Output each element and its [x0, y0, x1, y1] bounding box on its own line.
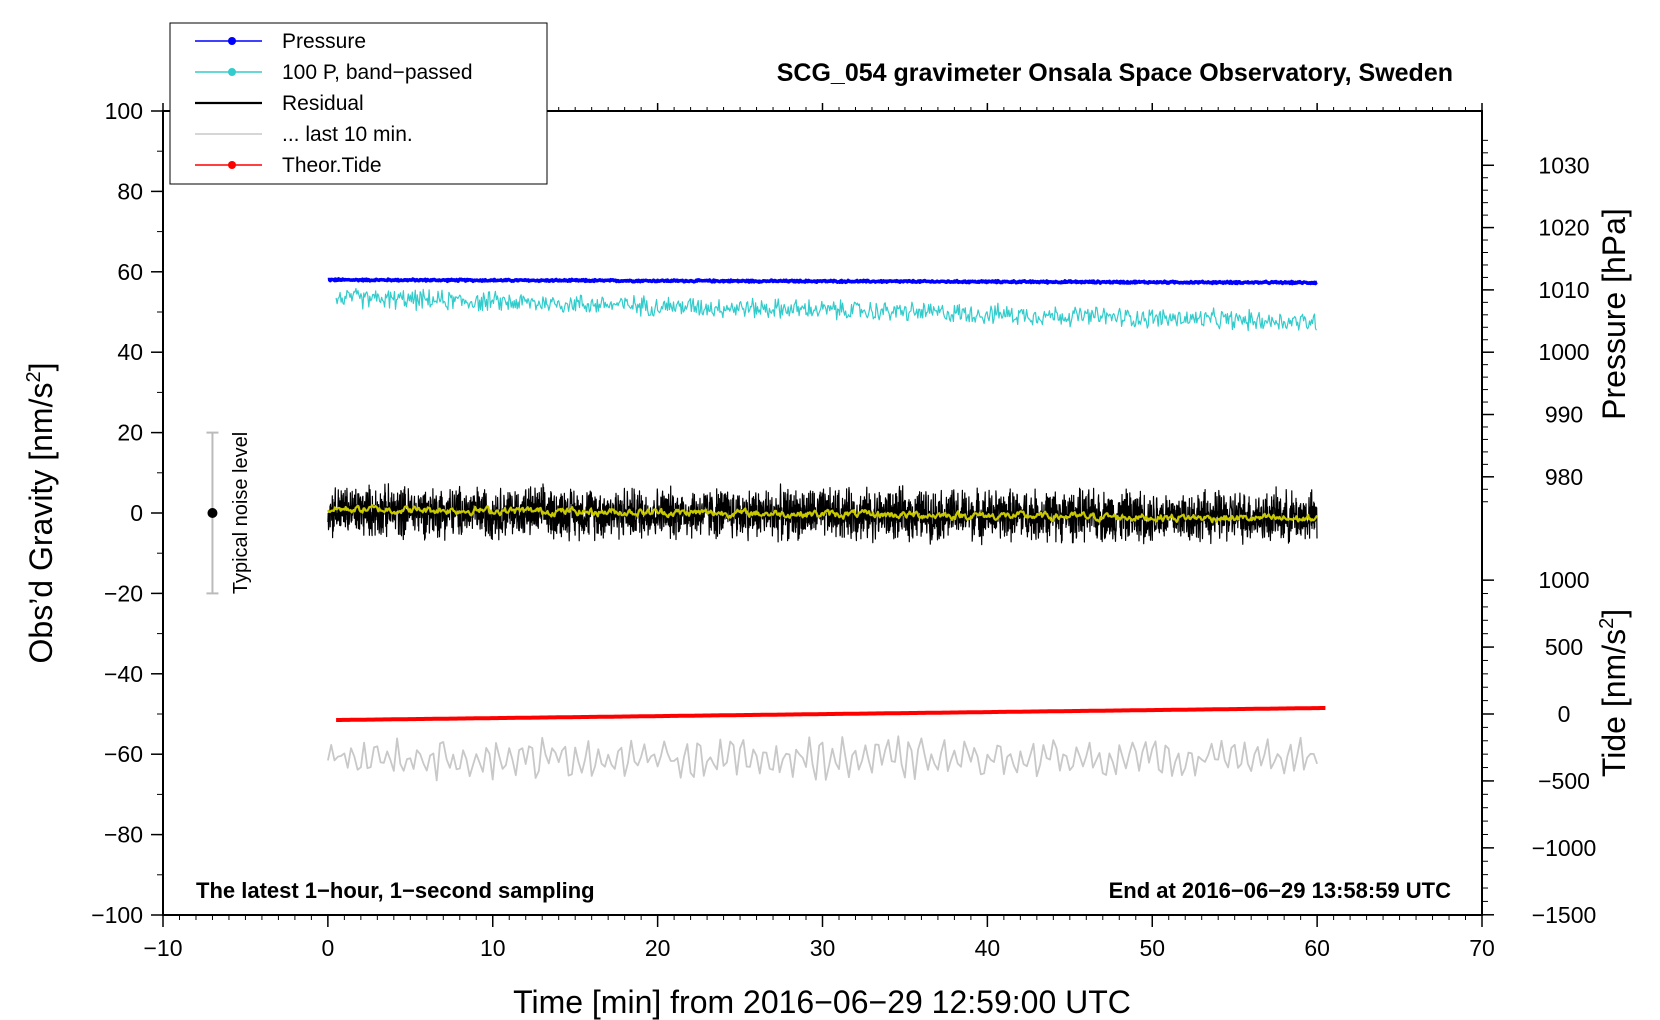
- x-tick-label: 50: [1139, 935, 1165, 961]
- series-line: [326, 504, 1319, 524]
- legend-label: Residual: [282, 92, 364, 115]
- tide-tick-label: 500: [1545, 634, 1583, 660]
- legend-label: Theor.Tide: [282, 154, 382, 177]
- x-tick-label: 0: [321, 935, 334, 961]
- y-tick-label: 100: [105, 98, 143, 124]
- pressure-tick-label: 1010: [1538, 277, 1589, 303]
- series-line: [335, 706, 1326, 722]
- series-line: [335, 287, 1318, 332]
- legend-label: ... last 10 min.: [282, 123, 413, 146]
- tide-tick-label: 1000: [1538, 567, 1589, 593]
- y-axis-title-left-sup: 2: [23, 371, 45, 382]
- noise-level-label: Typical noise level: [230, 432, 252, 594]
- series-line: [326, 277, 1319, 286]
- y-axis-title-tide-sup: 2: [1596, 618, 1618, 629]
- pressure-tick-label: 1020: [1538, 215, 1589, 241]
- x-tick-label: 60: [1304, 935, 1330, 961]
- y-tick-label: 20: [117, 420, 143, 446]
- y-axis-title-pressure: Pressure [hPa]: [1596, 208, 1632, 420]
- y-axis-title-tide-main: Tide [nm/s: [1596, 629, 1632, 777]
- noise-bar-center-dot: [207, 508, 218, 518]
- legend-dot: [228, 68, 236, 76]
- tide-tick-label: 0: [1558, 701, 1571, 727]
- y-axis-title-left: Obs’d Gravity [nm/s2]: [23, 363, 59, 664]
- y-tick-label: −20: [104, 580, 143, 606]
- x-axis-title: Time [min] from 2016−06−29 12:59:00 UTC: [513, 984, 1131, 1020]
- pressure-axis-ticks: 1030 1020 1010 1000 990 980: [1482, 139, 1590, 503]
- footer-left: The latest 1−hour, 1−second sampling: [196, 878, 595, 903]
- y-tick-label: −100: [91, 902, 143, 928]
- series-line: [327, 735, 1318, 782]
- y-axis-ticks: 100 80 60 40 20 0 −20 −40 −60 −80 −100: [91, 98, 163, 928]
- pressure-tick-label: 1000: [1538, 339, 1589, 365]
- legend-label: Pressure: [282, 30, 366, 53]
- pressure-tick-label: 990: [1545, 402, 1583, 428]
- legend-dot: [228, 37, 236, 45]
- chart-title: SCG_054 gravimeter Onsala Space Observat…: [777, 59, 1453, 87]
- y-tick-label: 80: [117, 178, 143, 204]
- tide-tick-label: −1000: [1532, 835, 1597, 861]
- tide-tick-label: −1500: [1532, 902, 1597, 928]
- y-axis-title-tide: Tide [nm/s2]: [1596, 609, 1632, 777]
- x-axis-ticks: −10 0 10 20 30 40 50 60 70: [143, 103, 1495, 961]
- y-axis-title-left-close: ]: [23, 363, 59, 372]
- noise-level-bar: [206, 431, 219, 595]
- x-tick-label: −10: [143, 935, 182, 961]
- legend-dot: [228, 161, 236, 169]
- y-tick-label: −60: [104, 741, 143, 767]
- y-tick-label: −40: [104, 661, 143, 687]
- series-layer: [326, 277, 1326, 782]
- legend: Pressure 100 P, band−passed Residual ... la…: [169, 22, 548, 185]
- x-tick-label: 20: [645, 935, 671, 961]
- x-tick-label: 70: [1469, 935, 1495, 961]
- x-tick-label: 30: [810, 935, 836, 961]
- pressure-tick-label: 980: [1545, 464, 1583, 490]
- tide-tick-label: −500: [1538, 768, 1590, 794]
- y-tick-label: 0: [130, 500, 143, 526]
- y-tick-label: 60: [117, 259, 143, 285]
- footer-right: End at 2016−06−29 13:58:59 UTC: [1109, 878, 1452, 903]
- y-tick-label: −80: [104, 822, 143, 848]
- x-tick-label: 10: [480, 935, 506, 961]
- tide-axis-ticks: 1000 500 0 −500 −1000 −1500: [1482, 567, 1596, 928]
- y-axis-title-left-main: Obs’d Gravity [nm/s: [23, 383, 59, 664]
- legend-label: 100 P, band−passed: [282, 61, 473, 84]
- pressure-tick-label: 1030: [1538, 152, 1589, 178]
- x-tick-label: 40: [975, 935, 1001, 961]
- y-tick-label: 40: [117, 339, 143, 365]
- y-axis-title-tide-close: ]: [1596, 609, 1632, 618]
